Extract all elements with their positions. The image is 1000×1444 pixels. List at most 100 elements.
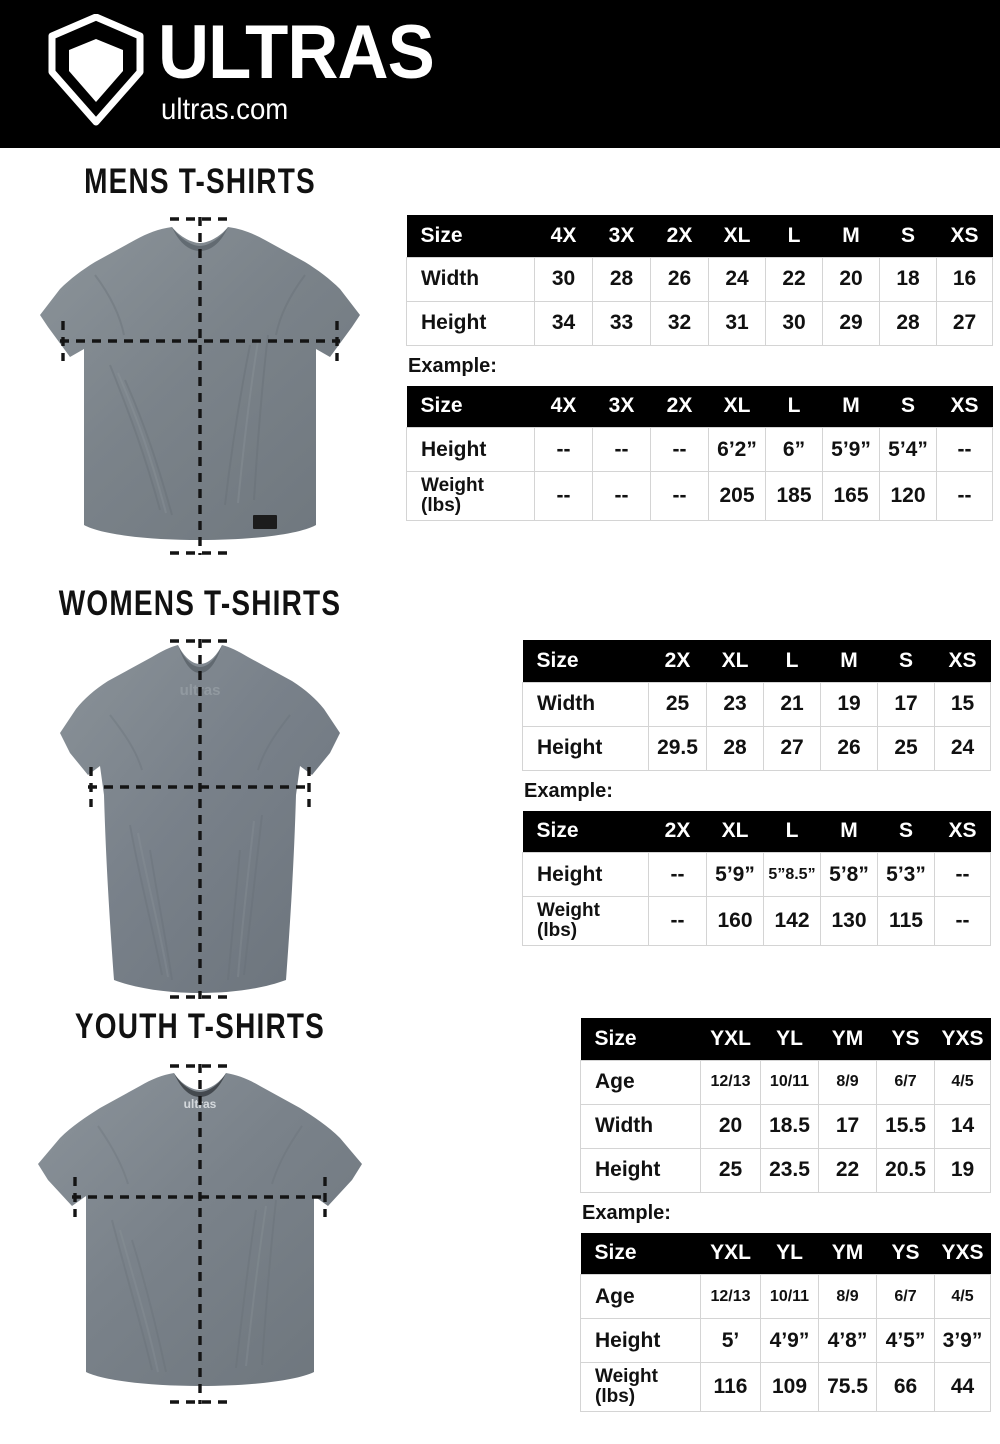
table-row: Height 29.5 28 27 26 25 24 xyxy=(522,725,991,771)
col-header-xs: XS xyxy=(936,215,993,257)
cell: 26 xyxy=(820,725,878,771)
row-label-age: Age xyxy=(580,1059,701,1105)
row-label-age: Age xyxy=(580,1274,701,1319)
mens-tshirt-illustration xyxy=(0,215,400,565)
col-header-xs: XS xyxy=(936,385,993,428)
cell: -- xyxy=(648,896,707,946)
ultras-shield-logo-icon xyxy=(44,13,148,126)
col-header-ys: YS xyxy=(876,1018,935,1060)
cell: 10/11 xyxy=(760,1274,819,1319)
youth-size-table: Size YXL YL YM YS YXS Age 12/13 10/11 8/… xyxy=(580,1018,991,1193)
col-header-ym: YM xyxy=(818,1018,877,1060)
col-header-2x: 2X xyxy=(648,810,707,853)
col-header-size: Size xyxy=(522,810,649,853)
cell: 32 xyxy=(650,300,709,346)
table-row: Height 34 33 32 31 30 29 28 27 xyxy=(406,300,993,346)
table-row: Height -- 5’9” 5”8.5” 5’8” 5’3” -- xyxy=(522,852,991,897)
cell: 120 xyxy=(879,471,937,521)
row-label-weight-line2: (lbs) xyxy=(537,920,578,941)
row-label-width: Width xyxy=(522,681,649,727)
col-header-3x: 3X xyxy=(592,385,651,428)
cell: 4’5” xyxy=(876,1318,935,1363)
cell: -- xyxy=(592,427,651,472)
table-header-row: Size YXL YL YM YS YXS xyxy=(580,1018,991,1060)
col-header-2x: 2X xyxy=(650,215,709,257)
cell: -- xyxy=(650,427,709,472)
row-label-height: Height xyxy=(406,427,535,472)
cell: 12/13 xyxy=(700,1274,761,1319)
cell: 5’9” xyxy=(706,852,764,897)
cell: 21 xyxy=(763,681,821,727)
cell: 27 xyxy=(936,300,993,346)
row-label-weight-line1: Weight xyxy=(595,1366,658,1387)
table-header-row: Size 4X 3X 2X XL L M S XS xyxy=(406,385,993,428)
womens-tshirt-illustration: ultras xyxy=(0,635,400,1005)
cell: 3’9” xyxy=(934,1318,991,1363)
table-row: Weight (lbs) -- 160 142 130 115 -- xyxy=(522,896,991,946)
cell: 185 xyxy=(765,471,823,521)
col-header-yl: YL xyxy=(760,1018,819,1060)
cell: 25 xyxy=(648,681,707,727)
womens-section-left: WOMENS T-SHIRTS xyxy=(0,585,400,1005)
col-header-l: L xyxy=(765,385,823,428)
cell: 17 xyxy=(877,681,935,727)
col-header-xl: XL xyxy=(708,385,766,428)
cell: 17 xyxy=(818,1103,877,1149)
cell: 28 xyxy=(592,256,651,302)
womens-example-table: Size 2X XL L M S XS Height -- 5’9” 5”8.5… xyxy=(522,810,991,946)
row-label-height: Height xyxy=(406,300,535,346)
cell: 24 xyxy=(708,256,766,302)
col-header-s: S xyxy=(879,215,937,257)
cell: 23 xyxy=(706,681,764,727)
cell: 18 xyxy=(879,256,937,302)
table-header-row: Size 2X XL L M S XS xyxy=(522,640,991,682)
cell: 26 xyxy=(650,256,709,302)
mens-size-table: Size 4X 3X 2X XL L M S XS Width 30 28 26… xyxy=(406,215,993,346)
cell: 12/13 xyxy=(700,1059,761,1105)
col-header-s: S xyxy=(879,385,937,428)
col-header-m: M xyxy=(820,640,878,682)
col-header-2x: 2X xyxy=(648,640,707,682)
cell: 165 xyxy=(822,471,880,521)
cell: 30 xyxy=(765,300,823,346)
cell: 5’8” xyxy=(820,852,878,897)
cell: 4’9” xyxy=(760,1318,819,1363)
col-header-s: S xyxy=(877,810,935,853)
row-label-weight-line1: Weight xyxy=(537,900,600,921)
col-header-xs: XS xyxy=(934,640,991,682)
cell: 160 xyxy=(706,896,764,946)
row-label-height: Height xyxy=(580,1147,701,1193)
cell: 8/9 xyxy=(818,1274,877,1319)
brand-title: ULTRAS xyxy=(158,10,435,95)
brand-wordmark: ULTRAS ultras.com xyxy=(158,14,455,126)
cell: 15.5 xyxy=(876,1103,935,1149)
youth-tshirt-illustration: ultras xyxy=(0,1060,400,1410)
col-header-size: Size xyxy=(522,640,649,682)
cell: 5’4” xyxy=(879,427,937,472)
mens-section-left: MENS T-SHIRTS xyxy=(0,163,400,565)
table-row: Height -- -- -- 6’2” 6” 5’9” 5’4” -- xyxy=(406,427,993,472)
col-header-m: M xyxy=(820,810,878,853)
cell: 23.5 xyxy=(760,1147,819,1193)
cell: 27 xyxy=(763,725,821,771)
cell: 75.5 xyxy=(818,1362,877,1412)
row-label-weight-line2: (lbs) xyxy=(421,495,462,516)
cell: 66 xyxy=(876,1362,935,1412)
cell: -- xyxy=(592,471,651,521)
womens-tables: Size 2X XL L M S XS Width 25 23 21 19 17… xyxy=(522,640,991,946)
womens-size-table: Size 2X XL L M S XS Width 25 23 21 19 17… xyxy=(522,640,991,771)
cell: 115 xyxy=(877,896,935,946)
table-row: Width 25 23 21 19 17 15 xyxy=(522,681,991,727)
cell: 4’8” xyxy=(818,1318,877,1363)
cell: 4/5 xyxy=(934,1059,991,1105)
womens-section-title: WOMENS T-SHIRTS xyxy=(58,584,342,623)
cell: 6’2” xyxy=(708,427,766,472)
col-header-l: L xyxy=(763,810,821,853)
col-header-size: Size xyxy=(580,1232,701,1275)
youth-section-left: YOUTH T-SHIRTS xyxy=(0,1008,400,1410)
col-header-ys: YS xyxy=(876,1232,935,1275)
cell: -- xyxy=(936,427,993,472)
cell: 15 xyxy=(934,681,991,727)
cell: -- xyxy=(934,852,991,897)
row-label-weight: Weight (lbs) xyxy=(580,1362,701,1412)
